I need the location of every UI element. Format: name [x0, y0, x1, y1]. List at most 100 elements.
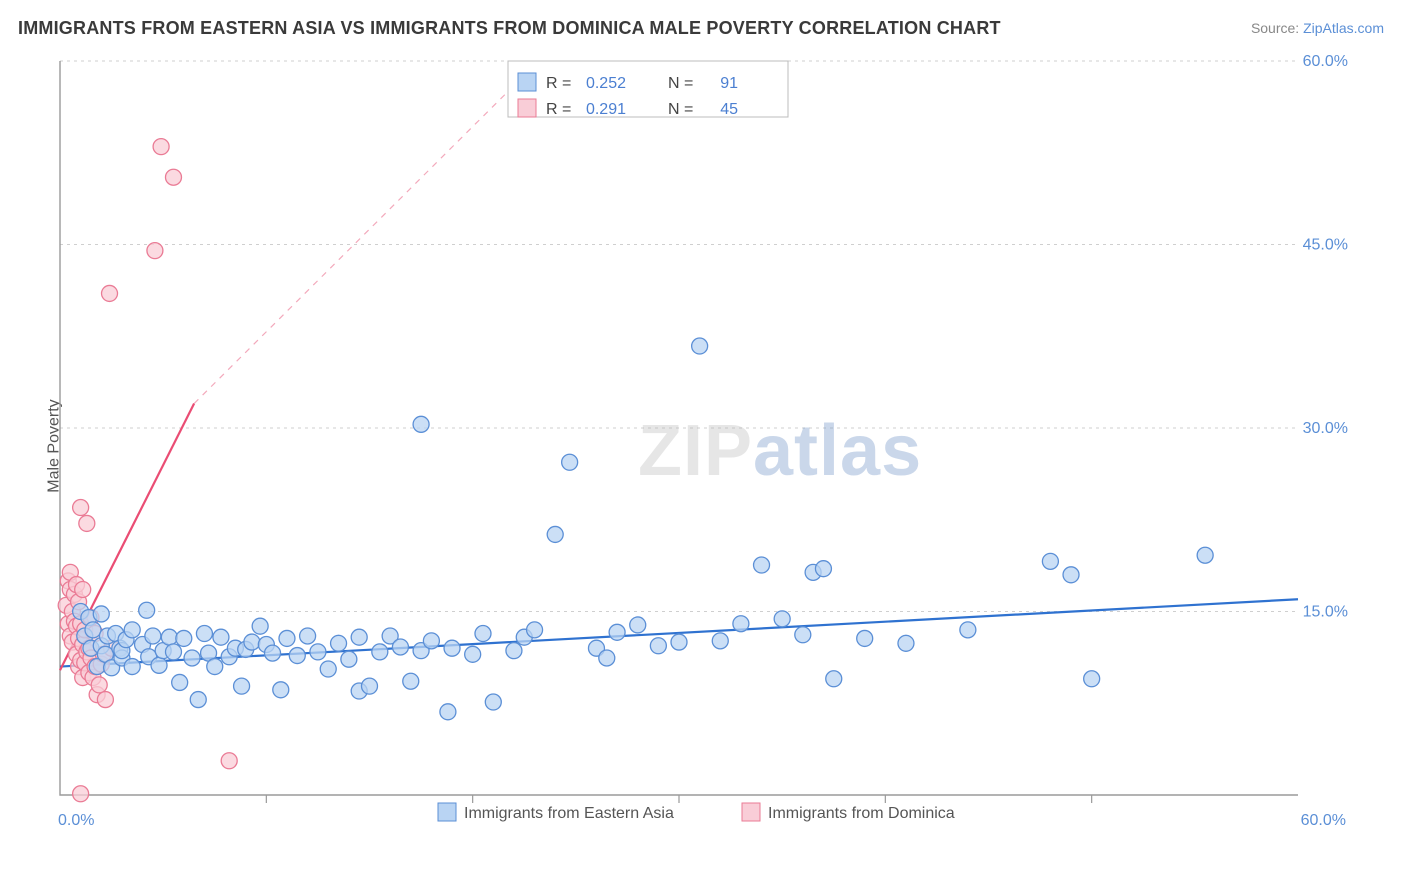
data-point: [145, 628, 161, 644]
data-point: [1063, 567, 1079, 583]
data-point: [423, 633, 439, 649]
data-point: [124, 659, 140, 675]
data-point: [506, 643, 522, 659]
legend-r-value: 0.291: [586, 101, 626, 118]
data-point: [172, 674, 188, 690]
legend-n-label: N =: [668, 75, 693, 92]
data-point: [826, 671, 842, 687]
source-link[interactable]: ZipAtlas.com: [1303, 20, 1384, 36]
legend-series-label: Immigrants from Eastern Asia: [464, 805, 674, 822]
data-point: [165, 169, 181, 185]
data-point: [93, 606, 109, 622]
trendline-extrapolated: [194, 61, 539, 404]
data-point: [75, 581, 91, 597]
source-attribution: Source: ZipAtlas.com: [1251, 20, 1384, 36]
data-point: [671, 634, 687, 650]
data-point: [279, 630, 295, 646]
data-point: [102, 285, 118, 301]
data-point: [147, 243, 163, 259]
data-point: [244, 634, 260, 650]
data-point: [176, 630, 192, 646]
data-point: [273, 682, 289, 698]
data-point: [485, 694, 501, 710]
data-point: [475, 626, 491, 642]
data-point: [774, 611, 790, 627]
data-point: [733, 616, 749, 632]
legend-r-value: 0.252: [586, 75, 626, 92]
legend-swatch: [438, 803, 456, 821]
data-point: [609, 624, 625, 640]
data-point: [351, 629, 367, 645]
legend-r-label: R =: [546, 101, 571, 118]
data-point: [91, 677, 107, 693]
data-point: [184, 650, 200, 666]
data-point: [300, 628, 316, 644]
data-point: [815, 561, 831, 577]
data-point: [465, 646, 481, 662]
data-point: [630, 617, 646, 633]
data-point: [331, 635, 347, 651]
data-point: [795, 627, 811, 643]
data-point: [341, 651, 357, 667]
x-tick-label-max: 60.0%: [1301, 812, 1346, 829]
legend-swatch: [518, 73, 536, 91]
data-point: [692, 338, 708, 354]
data-point: [252, 618, 268, 634]
source-prefix: Source:: [1251, 20, 1303, 36]
data-point: [1197, 547, 1213, 563]
data-point: [392, 639, 408, 655]
data-point: [362, 678, 378, 694]
legend-n-value: 91: [720, 75, 738, 92]
data-point: [79, 515, 95, 531]
data-point: [320, 661, 336, 677]
data-point: [151, 657, 167, 673]
data-point: [97, 692, 113, 708]
data-point: [153, 139, 169, 155]
data-point: [1042, 553, 1058, 569]
x-tick-label-min: 0.0%: [58, 812, 94, 829]
y-tick-label: 15.0%: [1303, 604, 1348, 621]
data-point: [190, 692, 206, 708]
y-tick-label: 45.0%: [1303, 237, 1348, 254]
data-point: [547, 526, 563, 542]
chart-title: IMMIGRANTS FROM EASTERN ASIA VS IMMIGRAN…: [18, 18, 1001, 39]
data-point: [440, 704, 456, 720]
legend-swatch: [742, 803, 760, 821]
data-point: [372, 644, 388, 660]
data-point: [165, 644, 181, 660]
data-point: [234, 678, 250, 694]
data-point: [196, 626, 212, 642]
data-point: [161, 629, 177, 645]
data-point: [213, 629, 229, 645]
data-point: [960, 622, 976, 638]
data-point: [562, 454, 578, 470]
y-tick-label: 60.0%: [1303, 55, 1348, 70]
scatter-plot-svg: 15.0% 30.0% 45.0% 60.0% ZIPatlas R = 0.252 N …: [48, 55, 1358, 835]
data-point: [403, 673, 419, 689]
chart-area: 15.0% 30.0% 45.0% 60.0% ZIPatlas R = 0.252 N …: [48, 55, 1358, 835]
y-tick-label: 30.0%: [1303, 420, 1348, 437]
data-point: [599, 650, 615, 666]
data-point: [265, 645, 281, 661]
data-point: [207, 659, 223, 675]
data-point: [898, 635, 914, 651]
data-point: [73, 500, 89, 516]
data-point: [857, 630, 873, 646]
data-point: [289, 648, 305, 664]
data-point: [650, 638, 666, 654]
data-point: [124, 622, 140, 638]
data-point: [85, 622, 101, 638]
legend-n-label: N =: [668, 101, 693, 118]
data-point: [73, 786, 89, 802]
data-point: [754, 557, 770, 573]
data-point: [310, 644, 326, 660]
svg-text:ZIPatlas: ZIPatlas: [638, 411, 922, 491]
legend-series-label: Immigrants from Dominica: [768, 805, 955, 822]
data-point: [139, 602, 155, 618]
data-point: [527, 622, 543, 638]
data-point: [712, 633, 728, 649]
data-point: [221, 753, 237, 769]
data-point: [444, 640, 460, 656]
legend-swatch: [518, 99, 536, 117]
legend-n-value: 45: [720, 101, 738, 118]
